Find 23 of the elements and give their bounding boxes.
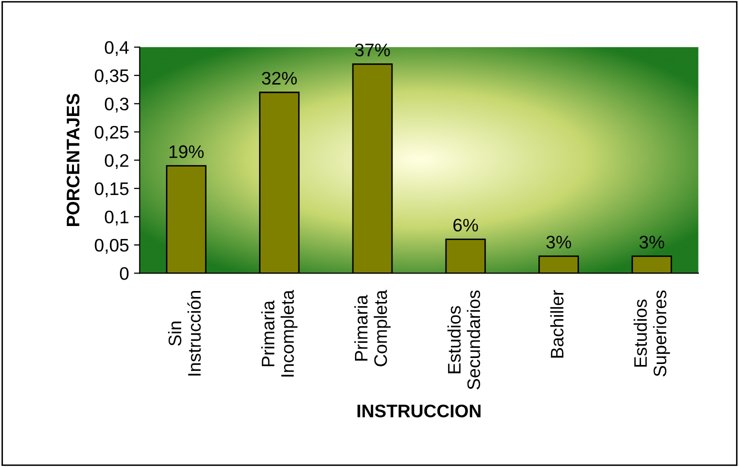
x-tick-label: Sin Instrucción <box>168 291 201 376</box>
y-tick-label: 0,05 <box>94 238 128 254</box>
data-label: 6% <box>453 218 478 232</box>
x-axis-title: INSTRUCCION <box>358 404 480 418</box>
x-tick-label: Estudios Secundarios <box>447 290 480 390</box>
data-label: 19% <box>170 145 204 158</box>
y-tick-label: 0,4 <box>104 41 129 56</box>
data-label: 37% <box>355 44 390 56</box>
y-tick-label: 0,35 <box>94 69 128 84</box>
y-tick-label: 0,3 <box>104 98 128 113</box>
y-tick-label: 0,2 <box>104 154 128 170</box>
x-tick-label: Estudios Superiores <box>634 290 670 376</box>
x-tick-label: Primaria Completa <box>354 290 391 366</box>
y-axis-title: PORCENTAJES <box>66 94 80 226</box>
data-label: 3% <box>546 236 572 249</box>
data-label: 3% <box>639 236 664 249</box>
y-tick-label: 0,25 <box>94 126 128 141</box>
x-tick-label: Bachiller <box>550 290 564 358</box>
y-tick-label: 0,1 <box>104 210 128 226</box>
data-label: 32% <box>262 72 297 85</box>
x-tick-label: Primaria Incompleta <box>261 290 298 377</box>
y-tick-label: 0,15 <box>94 182 128 198</box>
y-tick-label: 0 <box>120 267 129 280</box>
